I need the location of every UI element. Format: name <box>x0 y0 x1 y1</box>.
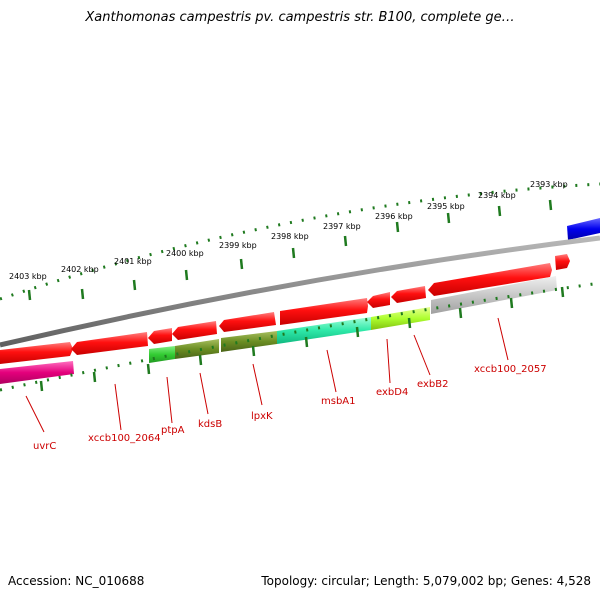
map-title: Xanthomonas campestris pv. campestris st… <box>85 10 515 25</box>
gene-label-msbA1: msbA1 <box>321 396 356 407</box>
tick-label-2400: 2400 kbp <box>166 249 204 258</box>
gene-block-kdsB <box>175 339 219 359</box>
tick-label-2394: 2394 kbp <box>478 191 516 200</box>
tick-label-2401: 2401 kbp <box>114 257 152 266</box>
gene-labels: uvrC xccb100_2064 ptpA kdsB lpxK msbA1 e… <box>33 364 547 452</box>
outer-ruler-major-ticks <box>27 199 553 301</box>
gene-block-uvrC <box>0 361 74 384</box>
cds-arrow <box>367 292 390 308</box>
gene-block-exbD4-exbB2 <box>371 307 430 330</box>
gene-label-exbD4: exbD4 <box>376 387 408 398</box>
gene-block-ptpA <box>149 346 175 363</box>
outer-ruler-dots <box>0 182 600 301</box>
cds-arrow <box>71 332 148 355</box>
gene-label-exbB2: exbB2 <box>417 379 448 390</box>
tick-label-2402: 2402 kbp <box>61 265 99 274</box>
blue-feature <box>567 218 600 240</box>
cds-arrow <box>280 298 368 325</box>
genome-summary-text: Topology: circular; Length: 5,079,002 bp… <box>261 574 591 588</box>
tick-label-2396: 2396 kbp <box>375 212 413 221</box>
gene-label-xccb100-2064: xccb100_2064 <box>88 433 161 444</box>
gene-blocks <box>0 276 557 384</box>
inner-ruler-dots <box>0 281 600 392</box>
tick-label-2398: 2398 kbp <box>271 232 309 241</box>
label-leaders <box>25 317 509 433</box>
cds-arrow <box>219 312 276 332</box>
gene-label-kdsB: kdsB <box>198 419 222 430</box>
gene-label-lpxK: lpxK <box>251 411 273 422</box>
forward-strand-cds <box>0 254 570 364</box>
cds-arrow <box>555 254 570 270</box>
tick-label-2399: 2399 kbp <box>219 241 257 250</box>
gene-label-xccb100-2057: xccb100_2057 <box>474 364 547 375</box>
gene-label-uvrC: uvrC <box>33 441 56 452</box>
tick-label-2395: 2395 kbp <box>427 202 465 211</box>
cds-arrow <box>172 321 217 340</box>
tick-label-2403: 2403 kbp <box>9 272 47 281</box>
ruler-tick-labels: 2393 kbp 2394 kbp 2395 kbp 2396 kbp 2397… <box>9 180 568 281</box>
genome-backbone <box>0 235 600 348</box>
cds-arrow <box>391 286 426 303</box>
gene-block-xccb100-2057 <box>431 276 557 314</box>
accession-text: Accession: NC_010688 <box>8 574 145 588</box>
cds-arrow <box>0 342 73 364</box>
inner-ruler-major-ticks <box>39 286 565 392</box>
gene-label-ptpA: ptpA <box>161 425 185 436</box>
cds-arrow <box>428 263 552 296</box>
gene-block-msbA1 <box>277 317 371 344</box>
tick-label-2397: 2397 kbp <box>323 222 361 231</box>
cds-arrow <box>148 328 172 344</box>
tick-label-2393: 2393 kbp <box>530 180 568 189</box>
